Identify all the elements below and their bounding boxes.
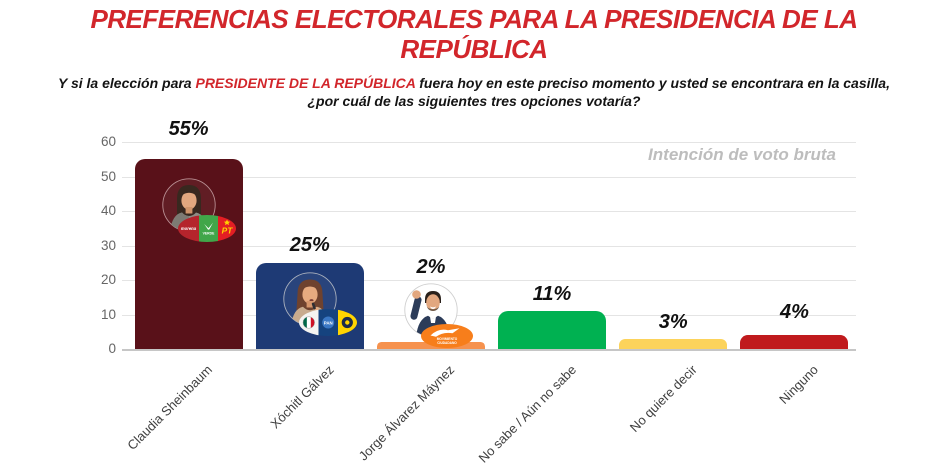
bar-value-label-jorge-alvarez-maynez: 2% [416, 256, 446, 279]
question-text-cont: fuera hoy en este preciso momento y uste… [415, 74, 890, 91]
gridline-10 [122, 314, 856, 316]
jorge-alvarez-maynez-avatar: MOVIMIENTO CIUDADANO [404, 283, 473, 349]
gridline-30 [122, 245, 856, 247]
question-highlight: PRESIDENTE DE LA REPÚBLICA [195, 74, 416, 91]
claudia-sheinbaum-avatar: morena VERDE PT [161, 178, 236, 243]
svg-text:MOVIMIENTO: MOVIMIENTO [437, 337, 458, 341]
gridline-40 [122, 211, 856, 212]
gridline-0 [122, 349, 856, 351]
svg-text:CIUDADANO: CIUDADANO [437, 341, 457, 345]
gridline-20 [122, 280, 856, 281]
y-axis-tick-label-0: 0 [108, 341, 116, 356]
svg-text:PT: PT [221, 226, 233, 236]
x-axis-label-no-quiere-decir: No quiere decir [626, 362, 700, 435]
survey-question: Y si la elección para PRESIDENTE DE LA R… [29, 74, 919, 110]
x-axis-label-ninguno: Ninguno [776, 362, 822, 407]
question-text: Y si la elección para [58, 74, 196, 91]
chart-title-line1: PREFERENCIAS ELECTORALES PARA LA PRESIDE… [90, 4, 858, 34]
chart-title-line2: REPÚBLICA [400, 34, 548, 65]
svg-text:VERDE: VERDE [202, 232, 214, 236]
y-axis-tick-label-30: 30 [100, 237, 116, 253]
bar-value-label-xochitl-galvez: 25% [289, 233, 330, 256]
morena-pvem-pt-coalition-badge-icon: morena VERDE PT [177, 215, 236, 243]
bar-ninguno [740, 335, 849, 349]
x-axis-label-jorge-alvarez-maynez: Jorge Álvarez Máynez [355, 362, 458, 464]
bar-value-label-no-sabe-aun-no-sabe: 11% [532, 283, 572, 306]
pt-logo [217, 215, 236, 243]
x-axis-label-claudia-sheinbaum: Claudia Sheinbaum [124, 362, 216, 453]
y-axis-tick-label-10: 10 [100, 306, 116, 322]
morena-logo [177, 215, 199, 243]
movimiento-ciudadano-badge-icon: MOVIMIENTO CIUDADANO [420, 324, 473, 349]
bar-value-label-claudia-sheinbaum: 55% [168, 118, 209, 141]
y-axis-tick-label-20: 20 [100, 272, 116, 287]
y-axis-tick-label-60: 60 [100, 134, 116, 149]
gridline-60 [122, 142, 856, 143]
pri-pan-prd-coalition-badge-icon: PAN [298, 308, 357, 336]
x-axis-label-no-sabe-aun-no-sabe: No sabe / Aún no sabe [475, 362, 579, 465]
xochitl-galvez-avatar: PAN [283, 272, 357, 336]
svg-text:morena: morena [181, 226, 197, 231]
y-axis-tick-label-40: 40 [100, 203, 116, 218]
chart-annotation: Intención de voto bruta [648, 145, 836, 164]
gridline-50 [122, 176, 856, 178]
question-line2: ¿por cuál de las siguientes tres opcione… [307, 93, 641, 109]
svg-text:PAN: PAN [323, 320, 332, 325]
x-axis-label-xochitl-galvez: Xóchitl Gálvez [266, 362, 337, 432]
y-axis-tick-label-50: 50 [100, 168, 116, 184]
chart-title: PREFERENCIAS ELECTORALES PARA LA PRESIDE… [74, 4, 874, 65]
bar-no-quiere-decir [619, 338, 728, 349]
bar-value-label-no-quiere-decir: 3% [658, 310, 688, 333]
bar-value-label-ninguno: 4% [779, 301, 809, 324]
bar-no-sabe-aun-no-sabe [498, 311, 607, 349]
